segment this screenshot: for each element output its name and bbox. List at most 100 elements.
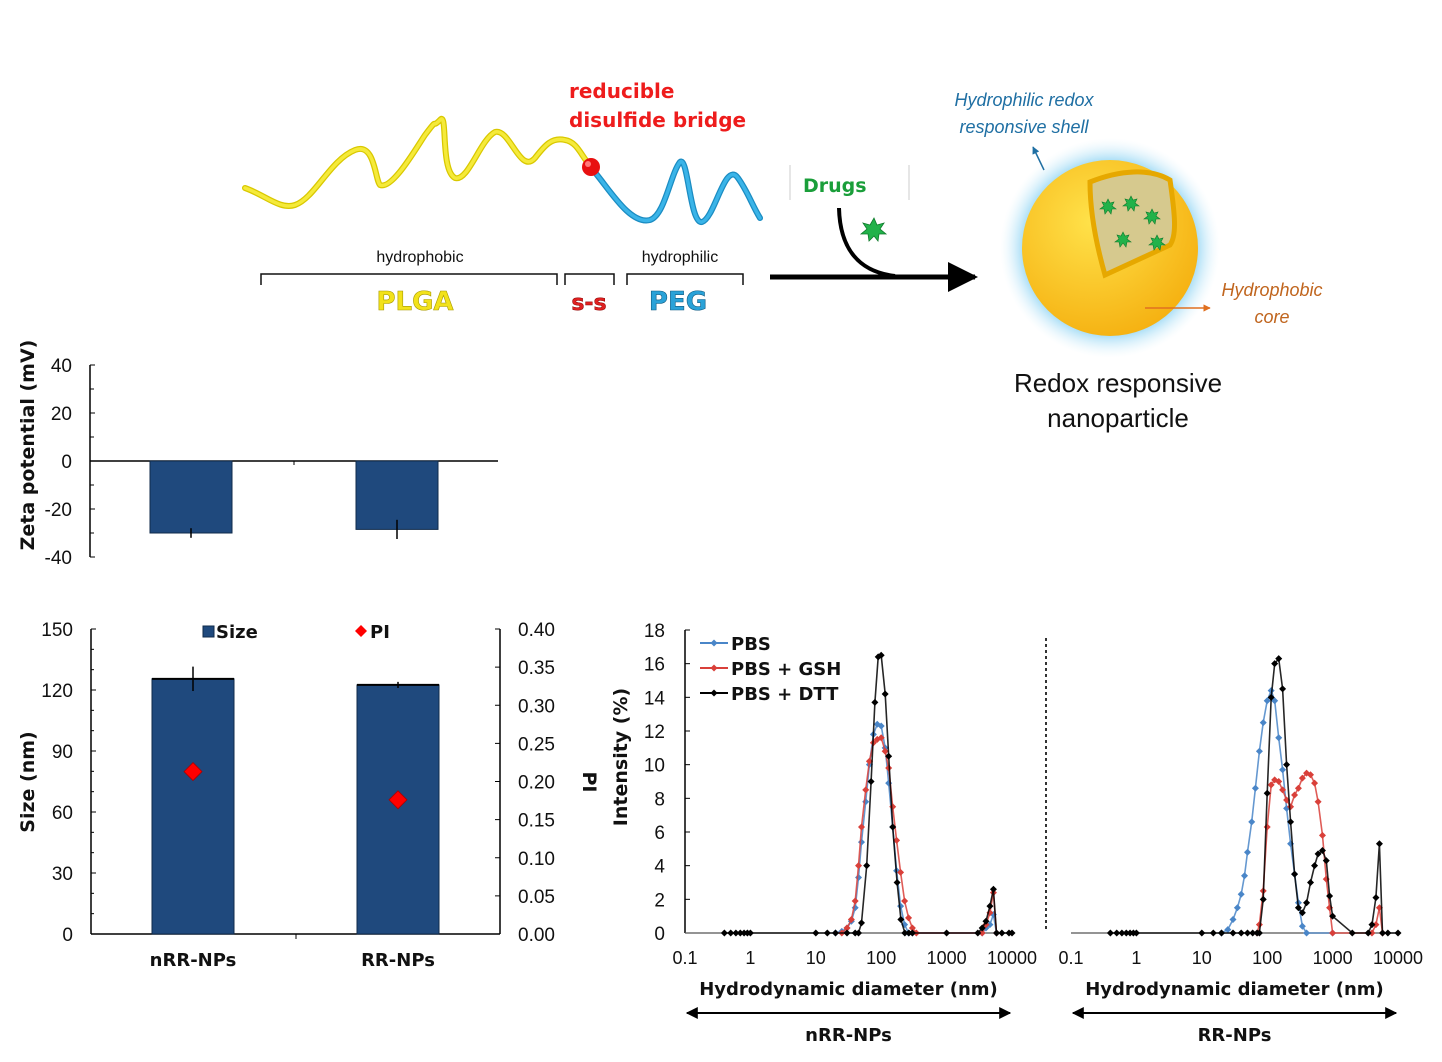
y-right-tick-label: 0.30: [518, 696, 555, 717]
data-point: [893, 836, 901, 844]
data-point: [843, 929, 851, 937]
data-point: [867, 778, 875, 785]
data-point: [1244, 848, 1252, 856]
data-point: [1248, 818, 1256, 826]
data-point: [1372, 921, 1380, 929]
y-right-tick-label: 0.00: [518, 925, 555, 946]
y-axis-title: Intensity (%): [610, 688, 632, 826]
np-title-line1: Redox responsive: [1014, 368, 1222, 398]
legend-marker: [710, 664, 718, 672]
data-point: [1294, 784, 1302, 792]
data-point: [897, 868, 905, 876]
data-point: [858, 919, 866, 927]
shell-pointer-arrow: [1032, 146, 1045, 171]
data-point: [908, 924, 916, 932]
data-point: [812, 929, 820, 937]
y-right-tick-label: 0.20: [518, 773, 555, 794]
data-point: [1303, 899, 1311, 907]
data-point: [877, 722, 885, 730]
data-point: [862, 786, 870, 794]
y-tick-label: 12: [644, 722, 665, 743]
data-point: [1249, 929, 1257, 937]
data-point: [1263, 823, 1271, 831]
chain-title-line1: reducible: [569, 79, 674, 103]
data-point: [1198, 929, 1206, 937]
y-right-tick-label: 0.05: [518, 887, 555, 908]
group-label: RR-NPs: [1198, 1025, 1272, 1046]
data-point: [1326, 892, 1334, 900]
data-point: [1298, 909, 1306, 917]
data-point: [877, 734, 885, 742]
data-point: [1368, 921, 1376, 929]
hydrophilic-label: hydrophilic: [642, 249, 718, 266]
data-point: [851, 897, 859, 905]
data-point: [855, 862, 863, 870]
ss-bracket: [564, 273, 615, 285]
plga-chain: [242, 115, 593, 209]
data-point: [1314, 850, 1322, 858]
series-line-pbs: [1221, 688, 1333, 934]
x-tick-label: 10000: [1373, 948, 1423, 968]
segment-brackets: [260, 273, 744, 285]
y-axis-title: Size (nm): [17, 731, 39, 832]
legend-pi-marker: [355, 625, 367, 637]
data-point: [1113, 929, 1121, 937]
data-point: [1267, 781, 1275, 789]
y-tick-label: 90: [52, 742, 73, 763]
legend-pi-label: PI: [370, 622, 390, 643]
plga-bracket: [260, 273, 558, 285]
segment-peg: PEG: [649, 287, 707, 317]
data-point: [732, 929, 740, 937]
data-point: [908, 929, 916, 937]
legend-size-label: Size: [216, 622, 258, 643]
x-tick-label: 10: [806, 948, 826, 968]
x-tick-label: 0.1: [672, 948, 697, 968]
data-point: [881, 690, 889, 698]
series-line-pbs-gsh: [841, 736, 998, 934]
y-right-axis-title: PI: [578, 772, 600, 793]
core-label-line2: core: [1254, 307, 1289, 327]
data-point: [1229, 916, 1237, 924]
data-point: [1375, 840, 1383, 848]
data-point: [1348, 929, 1356, 937]
y-right-tick-label: 0.25: [518, 734, 555, 755]
x-tick-label: 1000: [927, 948, 967, 968]
data-point: [905, 914, 913, 922]
pi-marker: [183, 762, 203, 782]
y-tick-label: 6: [654, 823, 665, 844]
y-tick-label: 0: [654, 924, 665, 945]
data-point: [1279, 766, 1287, 774]
data-point: [847, 916, 855, 924]
size-pi-chart: 150 120 90 60 30 0 0.40 0.35 0.30 0.25 0.20 0.15 0.1…: [17, 620, 600, 971]
nanoparticle-illustration: [1000, 138, 1220, 358]
drugs-label: Drugs: [803, 175, 867, 197]
y-tick-label: 150: [41, 620, 73, 641]
data-point: [1298, 774, 1306, 782]
y-tick-label: 20: [51, 404, 72, 425]
y-tick-label: 10: [644, 756, 665, 777]
segment-ss: s-s: [571, 291, 606, 316]
data-point: [1291, 791, 1299, 799]
core-label-line1: Hydrophobic: [1221, 280, 1322, 300]
data-point: [943, 929, 951, 937]
data-point: [855, 873, 863, 881]
y-right-tick-label: 0.15: [518, 811, 555, 832]
data-point: [1118, 929, 1126, 937]
x-tick-label: 10000: [987, 948, 1037, 968]
y-right-tick-label: 0.10: [518, 849, 555, 870]
data-point: [901, 929, 909, 937]
x-tick-label: 0.1: [1058, 948, 1083, 968]
y-axis-title: Zeta potential (mV): [17, 340, 39, 551]
data-point: [1311, 862, 1319, 870]
data-point: [978, 924, 986, 932]
data-point: [1379, 929, 1387, 937]
data-point: [1233, 904, 1241, 912]
data-point: [858, 838, 866, 846]
pi-marker: [388, 790, 408, 810]
y-tick-label: 2: [654, 890, 665, 911]
x-tick-label: 100: [1252, 948, 1282, 968]
data-point: [1267, 693, 1275, 701]
encapsulated-drugs: [1099, 195, 1166, 251]
polymer-chain: [242, 115, 763, 225]
data-point: [1364, 929, 1372, 937]
